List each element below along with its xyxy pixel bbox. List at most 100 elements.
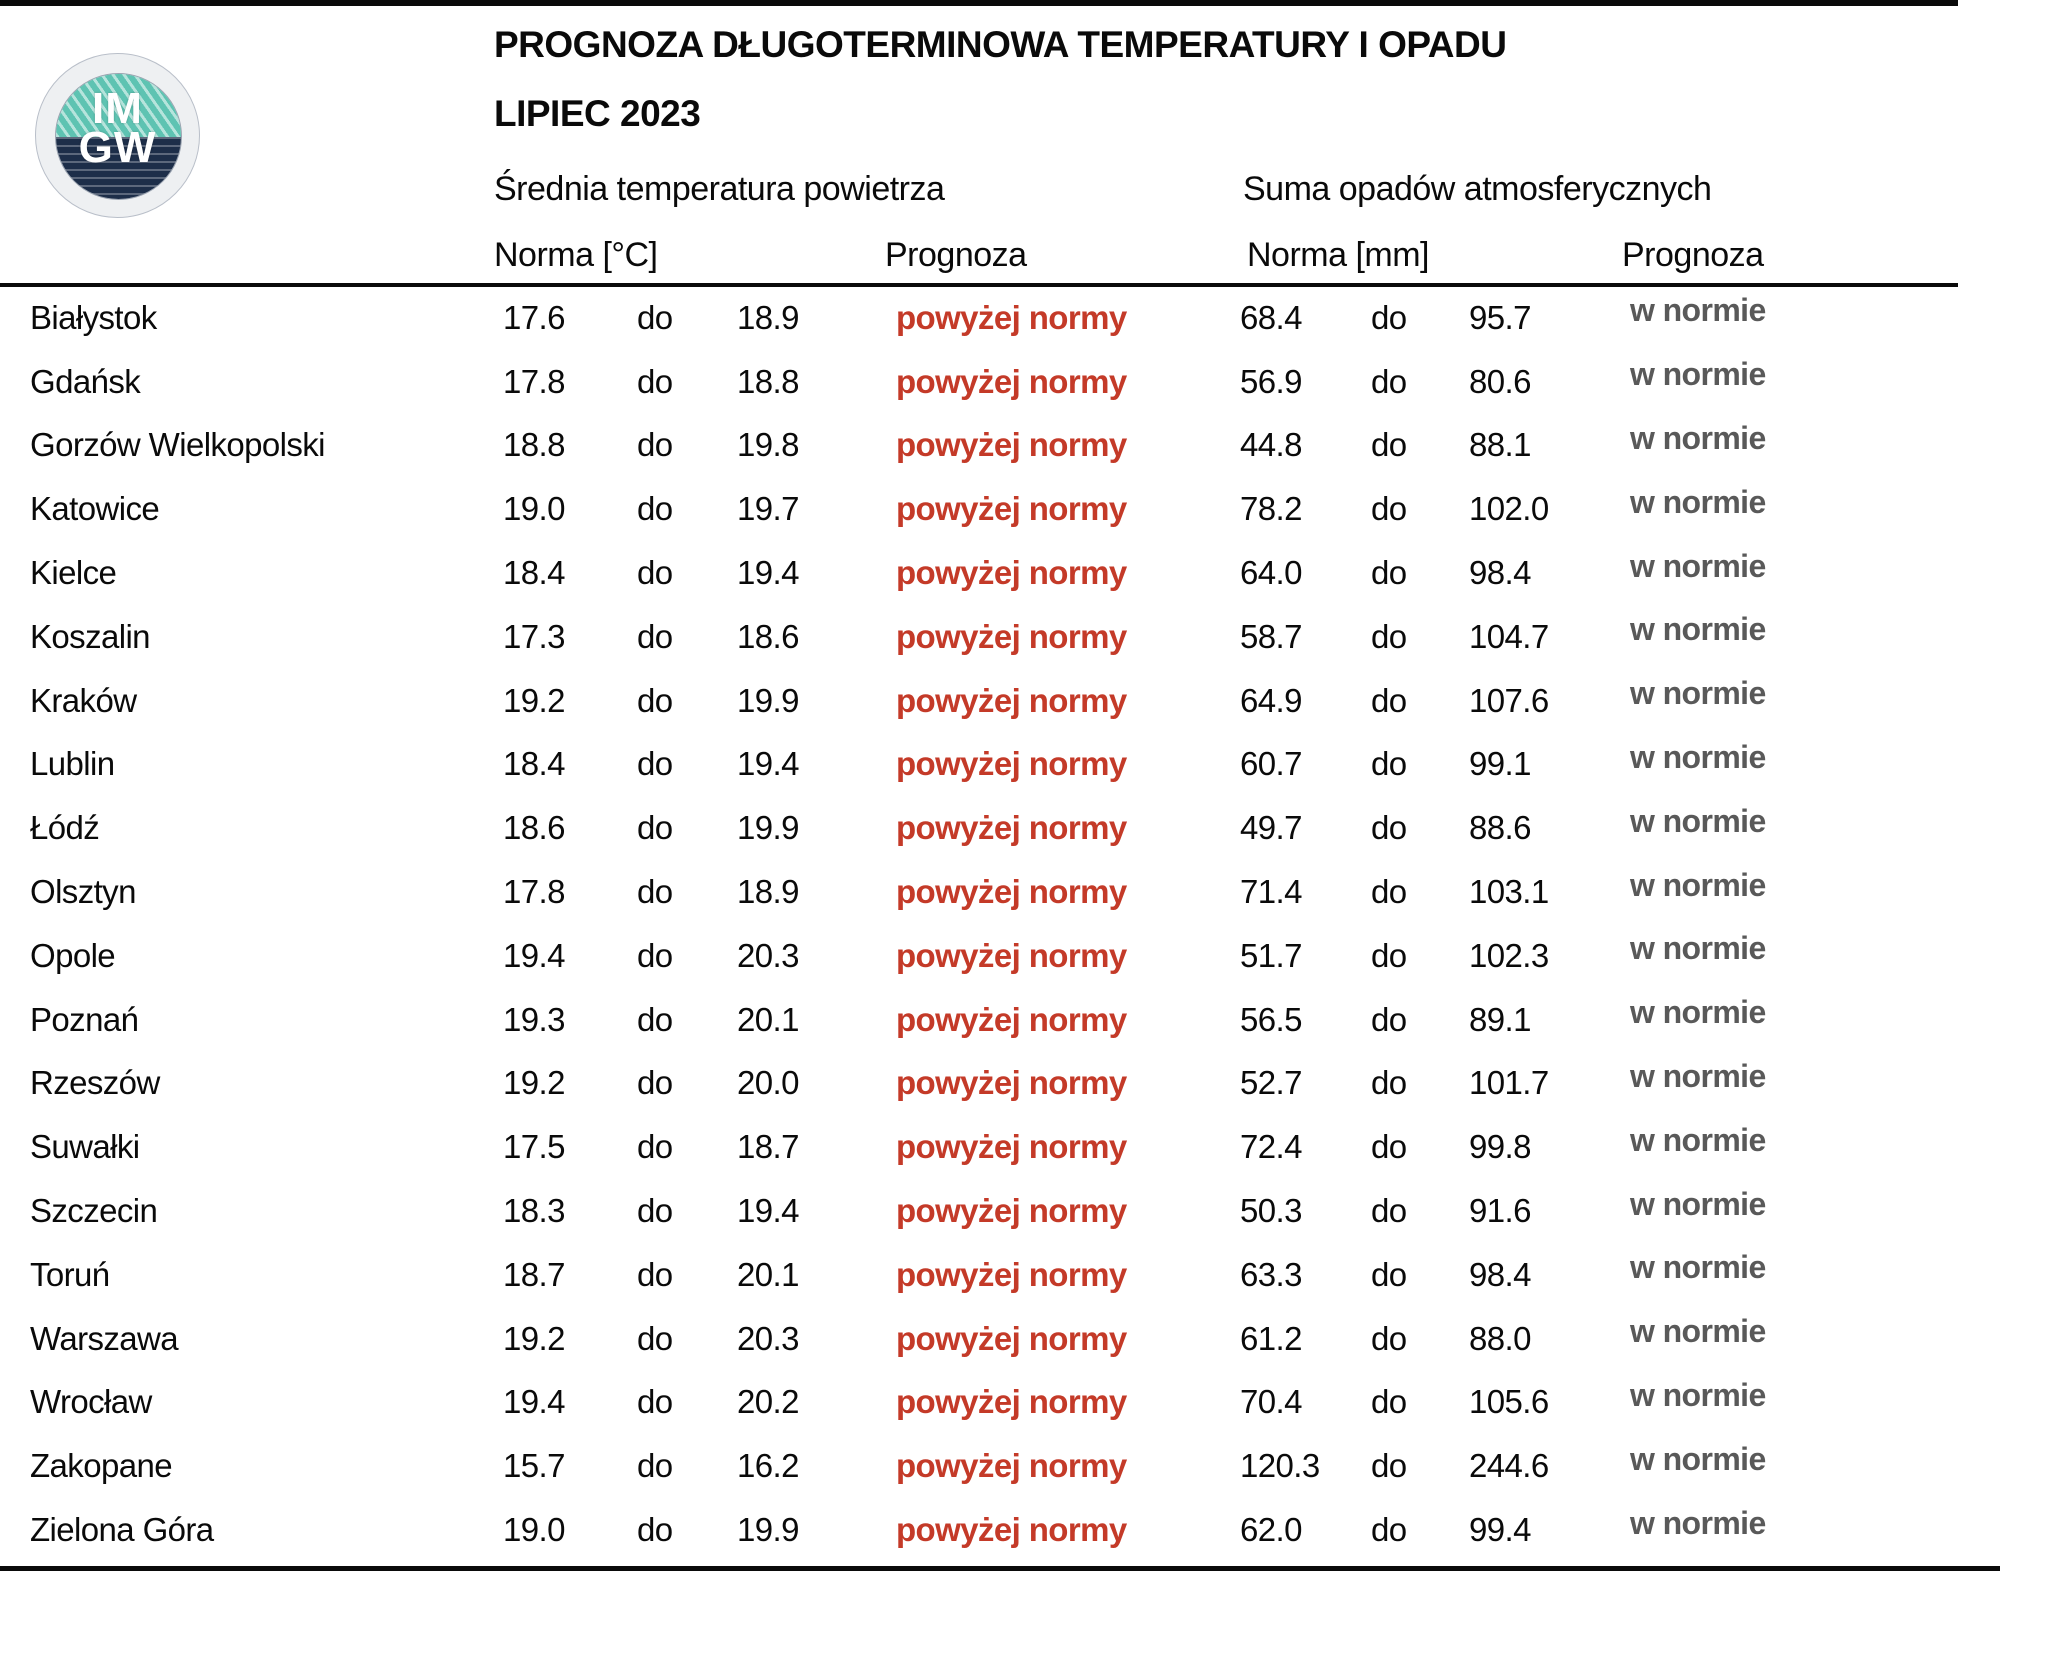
- temp-norm-min: 18.8: [503, 426, 565, 464]
- temp-forecast-value: powyżej normy: [896, 681, 1127, 719]
- precip-range-separator: do: [1371, 298, 1407, 336]
- precip-norm-min: 61.2: [1240, 1319, 1302, 1357]
- precip-forecast-column-header: Prognoza: [1622, 236, 1764, 274]
- city-name: Suwałki: [30, 1128, 140, 1166]
- precip-norm-max: 244.6: [1469, 1447, 1549, 1485]
- temp-norm-min: 19.4: [503, 1383, 565, 1421]
- temp-forecast-value: powyżej normy: [896, 1255, 1127, 1293]
- precip-norm-min: 64.0: [1240, 554, 1302, 592]
- city-name: Kielce: [30, 554, 117, 592]
- precip-forecast-value: w normie: [1630, 1313, 1766, 1350]
- temp-norm-max: 19.4: [737, 1192, 799, 1230]
- table-row: Szczecin 18.3 do 19.4 powyżej normy 50.3…: [0, 1179, 2048, 1243]
- precip-norm-max: 103.1: [1469, 873, 1549, 911]
- temp-forecast-value: powyżej normy: [896, 936, 1127, 974]
- table-row: Olsztyn 17.8 do 18.9 powyżej normy 71.4 …: [0, 860, 2048, 924]
- table-row: Toruń 18.7 do 20.1 powyżej normy 63.3 do…: [0, 1243, 2048, 1307]
- precip-forecast-value: w normie: [1630, 866, 1766, 903]
- precip-range-separator: do: [1371, 1319, 1407, 1357]
- table-row: Suwałki 17.5 do 18.7 powyżej normy 72.4 …: [0, 1115, 2048, 1179]
- temp-norm-max: 19.9: [737, 1511, 799, 1549]
- precip-norm-min: 58.7: [1240, 617, 1302, 655]
- temp-range-separator: do: [637, 1255, 673, 1293]
- temp-norm-min: 19.0: [503, 490, 565, 528]
- precip-forecast-value: w normie: [1630, 675, 1766, 712]
- precip-forecast-value: w normie: [1630, 1376, 1766, 1413]
- precip-norm-min: 63.3: [1240, 1255, 1302, 1293]
- precip-forecast-value: w normie: [1630, 419, 1766, 456]
- city-name: Opole: [30, 936, 116, 974]
- table-row: Lublin 18.4 do 19.4 powyżej normy 60.7 d…: [0, 733, 2048, 797]
- table-row: Kielce 18.4 do 19.4 powyżej normy 64.0 d…: [0, 541, 2048, 605]
- precip-forecast-value: w normie: [1630, 802, 1766, 839]
- temp-norm-min: 17.8: [503, 873, 565, 911]
- precip-norm-min: 64.9: [1240, 681, 1302, 719]
- precip-norm-max: 88.0: [1469, 1319, 1531, 1357]
- temp-forecast-value: powyżej normy: [896, 1000, 1127, 1038]
- precip-norm-min: 51.7: [1240, 936, 1302, 974]
- precip-forecast-value: w normie: [1630, 292, 1766, 329]
- bottom-border-line: [0, 1566, 2000, 1571]
- precip-norm-min: 70.4: [1240, 1383, 1302, 1421]
- temp-section-title: Średnia temperatura powietrza: [494, 170, 945, 208]
- imgw-logo-text-gw: GW: [78, 123, 157, 172]
- temp-range-separator: do: [637, 1511, 673, 1549]
- table-row: Gorzów Wielkopolski 18.8 do 19.8 powyżej…: [0, 414, 2048, 478]
- precip-forecast-value: w normie: [1630, 738, 1766, 775]
- table-row: Kraków 19.2 do 19.9 powyżej normy 64.9 d…: [0, 669, 2048, 733]
- table-row: Opole 19.4 do 20.3 powyżej normy 51.7 do…: [0, 924, 2048, 988]
- temp-norm-max: 19.8: [737, 426, 799, 464]
- precip-forecast-value: w normie: [1630, 1121, 1766, 1158]
- temp-forecast-value: powyżej normy: [896, 1447, 1127, 1485]
- city-name: Kraków: [30, 681, 137, 719]
- precip-norm-max: 88.1: [1469, 426, 1531, 464]
- precip-forecast-value: w normie: [1630, 356, 1766, 393]
- city-name: Lublin: [30, 745, 115, 783]
- precip-norm-max: 102.0: [1469, 490, 1549, 528]
- precip-forecast-value: w normie: [1630, 611, 1766, 648]
- temp-range-separator: do: [637, 1447, 673, 1485]
- temp-norm-min: 18.4: [503, 745, 565, 783]
- precip-norm-max: 88.6: [1469, 809, 1531, 847]
- temp-forecast-value: powyżej normy: [896, 426, 1127, 464]
- temp-forecast-value: powyżej normy: [896, 1319, 1127, 1357]
- temp-norm-min: 19.3: [503, 1000, 565, 1038]
- temp-range-separator: do: [637, 873, 673, 911]
- table-row: Katowice 19.0 do 19.7 powyżej normy 78.2…: [0, 477, 2048, 541]
- temp-forecast-value: powyżej normy: [896, 1128, 1127, 1166]
- temp-forecast-value: powyżej normy: [896, 1511, 1127, 1549]
- precip-norm-min: 78.2: [1240, 490, 1302, 528]
- precip-range-separator: do: [1371, 809, 1407, 847]
- temp-range-separator: do: [637, 745, 673, 783]
- precip-norm-max: 89.1: [1469, 1000, 1531, 1038]
- precip-norm-min: 44.8: [1240, 426, 1302, 464]
- city-name: Łódź: [30, 809, 100, 847]
- precip-norm-max: 95.7: [1469, 298, 1531, 336]
- temp-range-separator: do: [637, 1064, 673, 1102]
- city-name: Zielona Góra: [30, 1511, 214, 1549]
- temp-range-separator: do: [637, 1319, 673, 1357]
- precip-norm-max: 99.8: [1469, 1128, 1531, 1166]
- precip-range-separator: do: [1371, 1511, 1407, 1549]
- temp-norm-min: 17.6: [503, 298, 565, 336]
- precip-norm-min: 72.4: [1240, 1128, 1302, 1166]
- precip-forecast-value: w normie: [1630, 1440, 1766, 1477]
- city-name: Poznań: [30, 1000, 139, 1038]
- precip-norm-max: 98.4: [1469, 554, 1531, 592]
- precip-norm-min: 56.9: [1240, 362, 1302, 400]
- city-name: Zakopane: [30, 1447, 173, 1485]
- temp-range-separator: do: [637, 1192, 673, 1230]
- header-separator-line: [0, 283, 1958, 287]
- temp-norm-min: 15.7: [503, 1447, 565, 1485]
- temp-norm-max: 20.1: [737, 1255, 799, 1293]
- precip-norm-min: 62.0: [1240, 1511, 1302, 1549]
- precip-norm-max: 105.6: [1469, 1383, 1549, 1421]
- temp-norm-max: 20.3: [737, 1319, 799, 1357]
- temp-norm-min: 19.4: [503, 936, 565, 974]
- temp-norm-max: 19.7: [737, 490, 799, 528]
- precip-norm-max: 102.3: [1469, 936, 1549, 974]
- temp-range-separator: do: [637, 1128, 673, 1166]
- precip-norm-min: 56.5: [1240, 1000, 1302, 1038]
- precip-range-separator: do: [1371, 1255, 1407, 1293]
- precip-norm-max: 107.6: [1469, 681, 1549, 719]
